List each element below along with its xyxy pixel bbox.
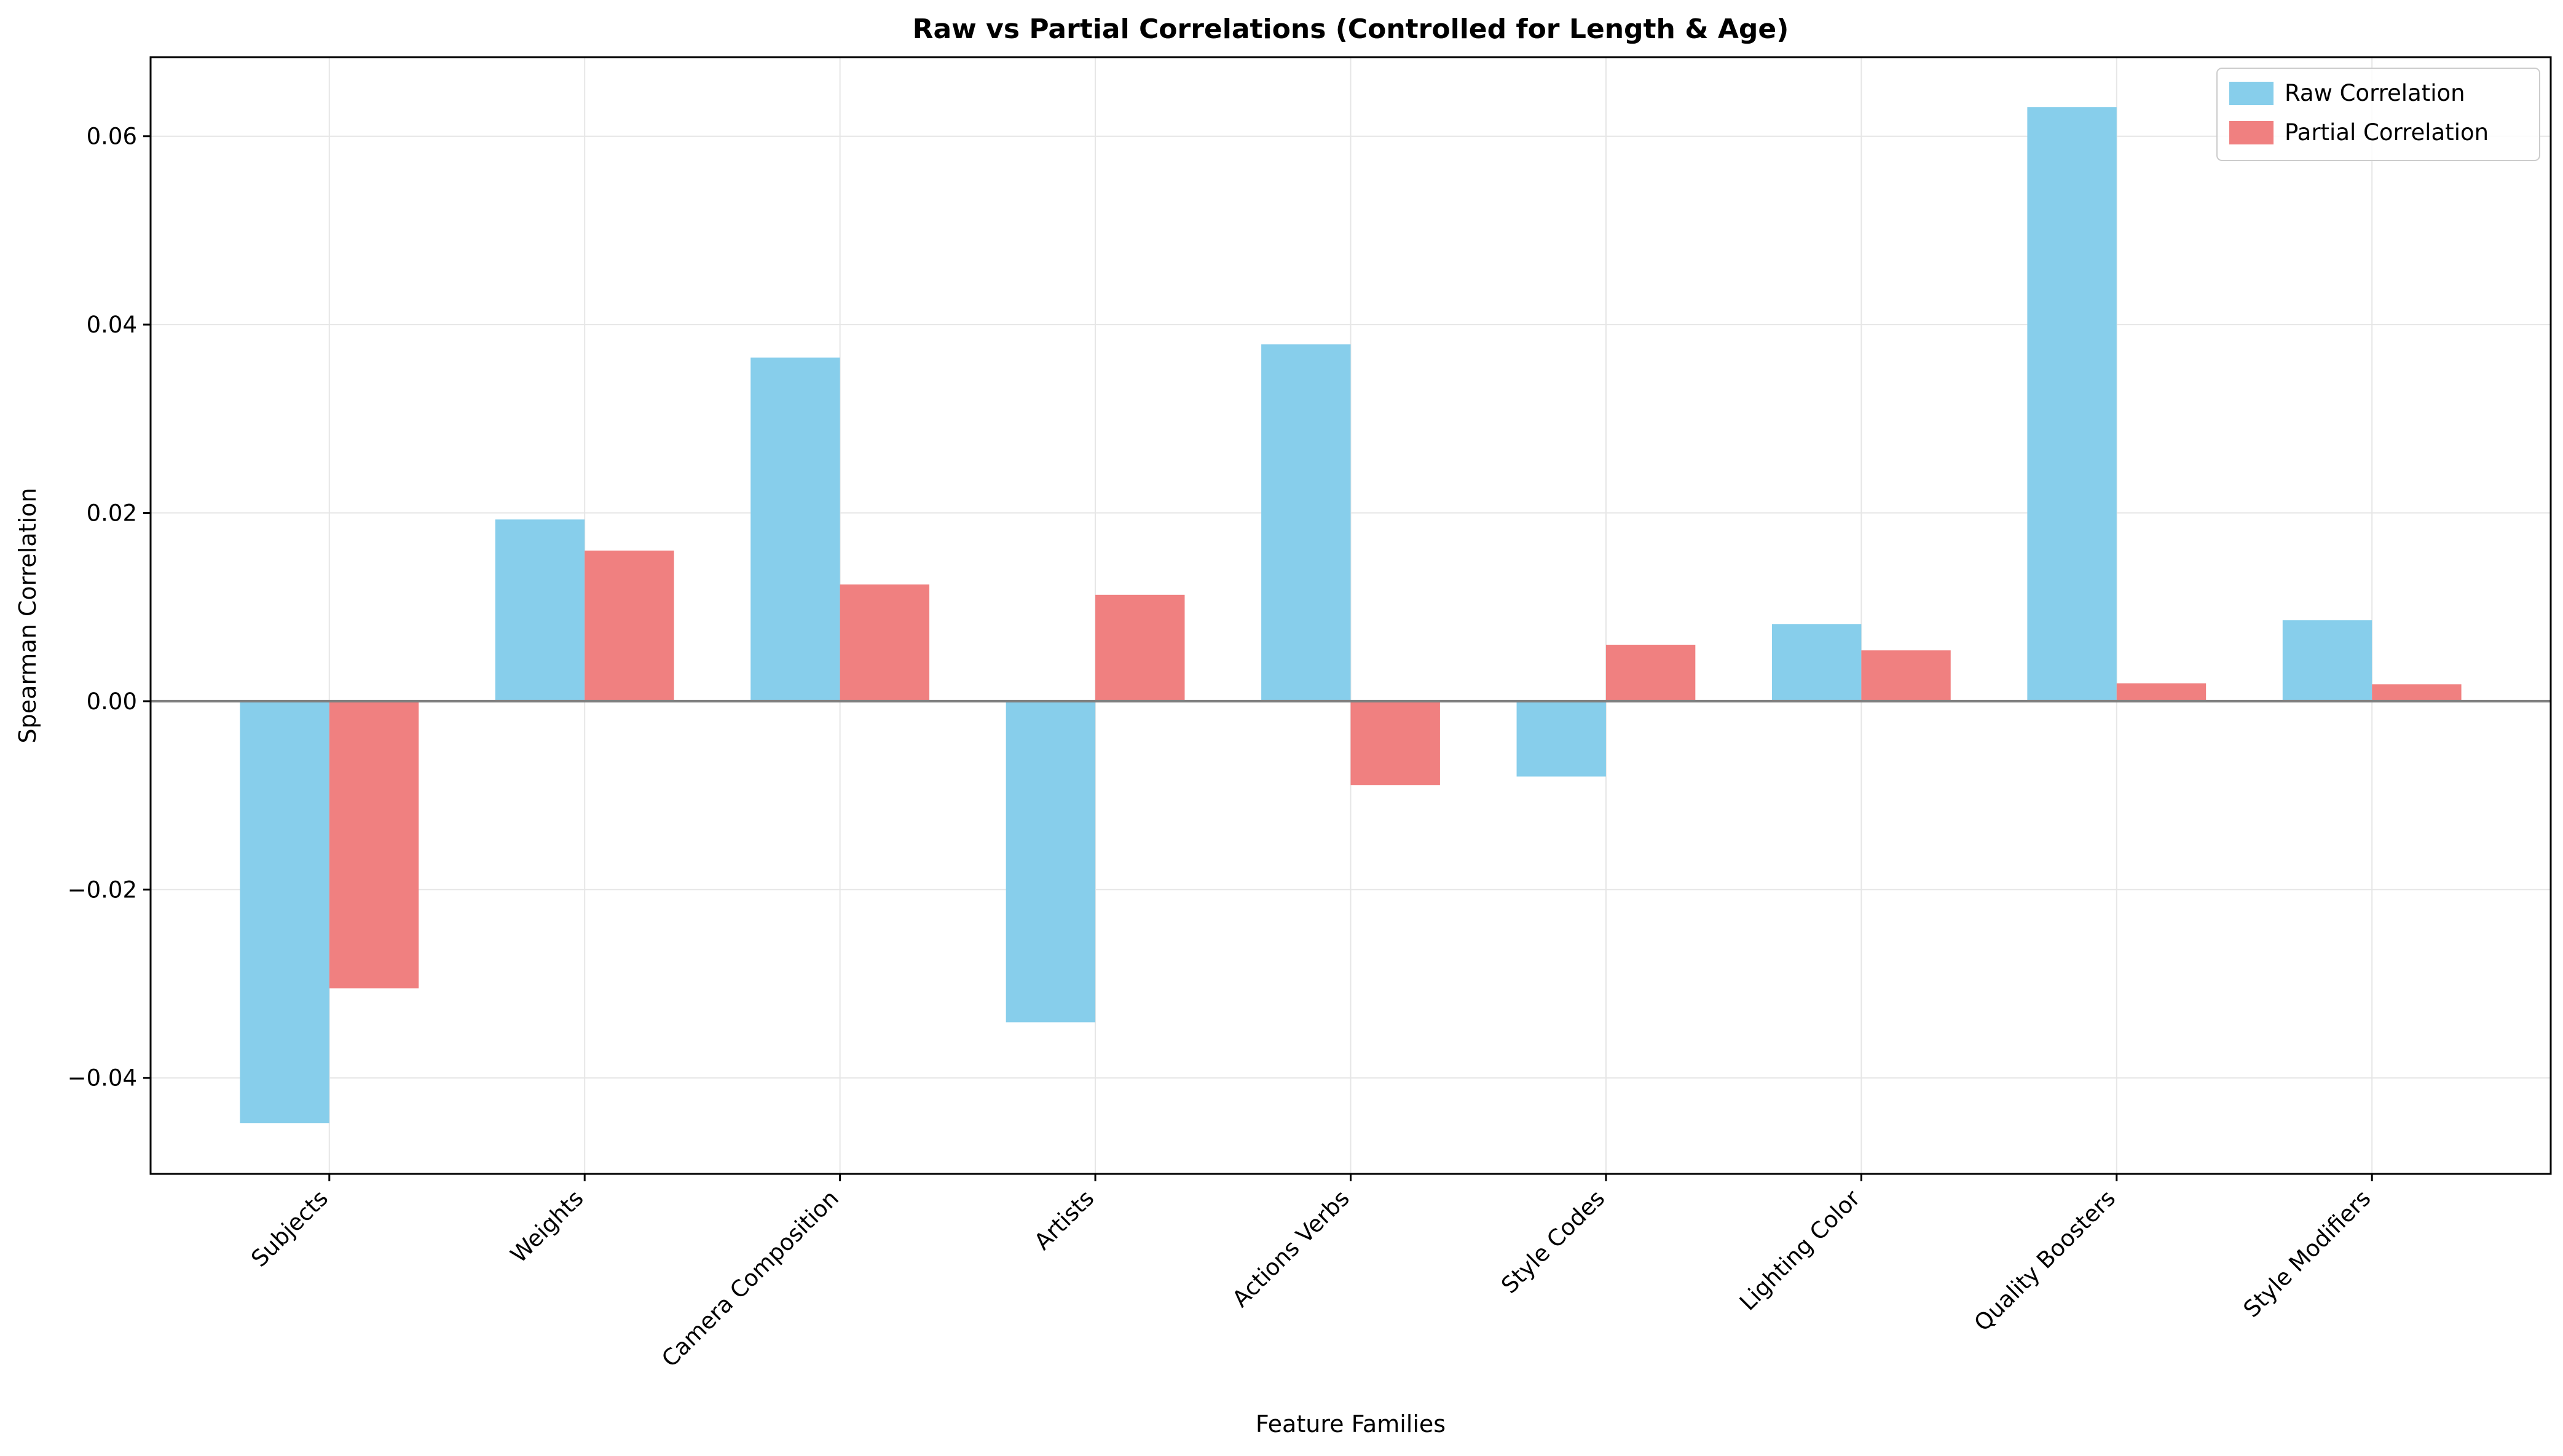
x-axis-label: Feature Families [1256, 1411, 1446, 1438]
raw-correlation-bar-3 [1006, 701, 1096, 1023]
raw-correlation-bar-7 [2027, 107, 2117, 701]
partial-correlation-bar-0 [329, 701, 419, 989]
legend-label-1: Partial Correlation [2285, 119, 2489, 146]
partial-correlation-bar-3 [1095, 594, 1185, 701]
raw-correlation-bar-2 [750, 357, 840, 701]
chart-title: Raw vs Partial Correlations (Controlled … [913, 14, 1789, 45]
legend: Raw Correlation Partial Correlation [2216, 68, 2540, 161]
raw-correlation-bar-5 [1516, 701, 1606, 777]
legend-box [2216, 68, 2540, 161]
y-tick-label: 0.02 [87, 500, 137, 527]
legend-swatch-0 [2229, 82, 2274, 105]
y-tick-label: 0.06 [87, 124, 137, 150]
raw-correlation-bar-1 [495, 519, 585, 701]
raw-correlation-bar-0 [240, 701, 329, 1123]
partial-correlation-bar-2 [840, 584, 930, 701]
partial-correlation-bar-8 [2372, 684, 2462, 701]
y-axis: −0.04 −0.02 0.00 0.02 0.04 0.06 [68, 124, 151, 1092]
partial-correlation-bar-4 [1350, 701, 1440, 785]
y-tick-label: −0.04 [68, 1065, 137, 1092]
y-tick-label: −0.02 [68, 876, 137, 903]
bars [240, 107, 2462, 1123]
partial-correlation-bar-6 [1861, 650, 1951, 701]
raw-correlation-bar-4 [1261, 344, 1351, 701]
raw-correlation-bar-6 [1771, 624, 1862, 701]
partial-correlation-bar-5 [1605, 644, 1696, 701]
partial-correlation-bar-1 [585, 550, 674, 701]
raw-correlation-bar-8 [2282, 620, 2372, 701]
partial-correlation-bar-7 [2116, 683, 2207, 701]
y-tick-label: 0.04 [87, 312, 137, 338]
legend-label-0: Raw Correlation [2285, 80, 2465, 106]
y-axis-label: Spearman Correlation [14, 488, 41, 744]
legend-swatch-1 [2229, 121, 2274, 144]
y-tick-label: 0.00 [87, 688, 137, 715]
